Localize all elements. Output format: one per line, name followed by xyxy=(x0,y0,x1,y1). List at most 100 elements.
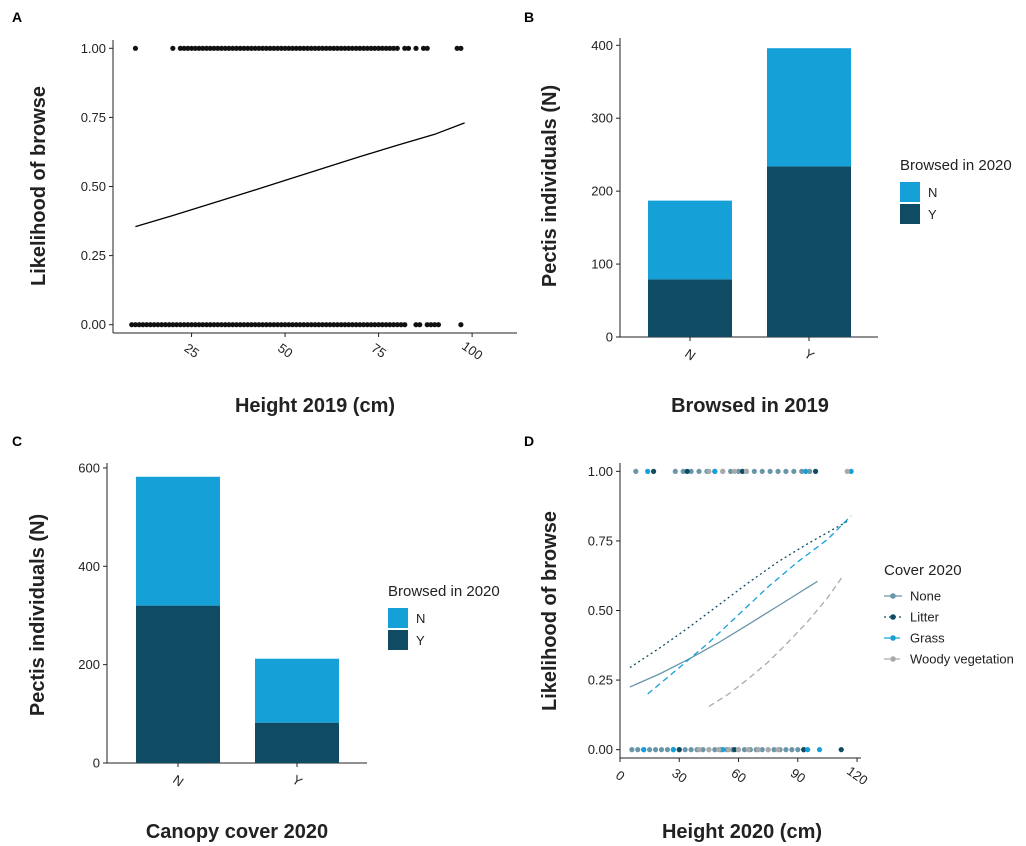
data-point xyxy=(170,45,176,51)
fit-line xyxy=(135,122,465,228)
data-point xyxy=(735,747,742,753)
data-point xyxy=(334,45,341,51)
data-point xyxy=(215,45,221,51)
data-point xyxy=(226,322,232,328)
data-point xyxy=(751,468,757,474)
data-point xyxy=(331,45,337,51)
data-point xyxy=(375,45,382,51)
data-point xyxy=(248,322,255,328)
data-point xyxy=(676,747,682,753)
x-tick-label: 25 xyxy=(182,340,202,361)
panel-letter: C xyxy=(12,433,22,449)
data-point xyxy=(331,322,337,328)
x-axis-title: Browsed in 2019 xyxy=(671,395,829,417)
y-tick-label: 0 xyxy=(606,330,613,345)
data-point xyxy=(162,322,168,328)
data-point xyxy=(413,45,419,51)
data-point xyxy=(297,322,303,328)
data-point xyxy=(241,322,247,328)
data-point xyxy=(211,322,217,328)
data-point xyxy=(203,45,210,51)
legend-label: Grass xyxy=(910,631,945,646)
y-axis-title: Pectis individuals (N) xyxy=(27,514,49,716)
y-tick-label: 1.00 xyxy=(81,41,106,56)
x-axis-title: Canopy cover 2020 xyxy=(146,821,328,843)
data-point xyxy=(394,322,400,328)
data-point xyxy=(230,45,236,51)
data-point xyxy=(357,45,363,51)
data-point xyxy=(765,747,771,753)
data-point xyxy=(789,747,795,753)
data-point xyxy=(726,747,732,753)
data-point xyxy=(775,747,781,753)
x-tick-label: Y xyxy=(801,346,817,363)
bar-segment-N xyxy=(136,476,220,606)
data-point xyxy=(805,747,811,753)
data-point xyxy=(237,45,243,51)
data-point xyxy=(349,45,356,51)
y-tick-label: 1.00 xyxy=(588,464,613,479)
data-point xyxy=(342,45,348,51)
data-point xyxy=(647,747,653,753)
data-point xyxy=(301,322,307,328)
bar-segment-N xyxy=(648,200,732,280)
data-point xyxy=(207,322,213,328)
data-point xyxy=(372,322,378,328)
data-point xyxy=(218,322,225,328)
data-point xyxy=(136,322,142,328)
y-tick-label: 400 xyxy=(78,559,100,574)
data-point xyxy=(720,468,726,474)
data-point xyxy=(454,45,460,51)
x-tick-label: Y xyxy=(289,772,305,789)
legend-title: Browsed in 2020 xyxy=(900,157,1012,174)
data-point xyxy=(297,45,303,51)
data-point xyxy=(706,747,712,753)
data-point xyxy=(658,747,665,753)
data-point xyxy=(413,322,419,328)
data-point xyxy=(672,468,678,474)
legend-swatch xyxy=(900,204,920,224)
data-point xyxy=(293,322,299,328)
data-point xyxy=(308,322,314,328)
data-point xyxy=(361,322,367,328)
x-tick-label: 100 xyxy=(459,338,485,363)
data-point xyxy=(767,468,773,474)
data-point xyxy=(783,468,789,474)
data-point xyxy=(799,468,805,474)
bar-segment-Y xyxy=(648,279,732,337)
x-tick-label: 120 xyxy=(844,763,870,788)
data-point xyxy=(233,322,240,328)
legend-title: Browsed in 2020 xyxy=(388,583,500,600)
legend-label: Y xyxy=(928,207,937,222)
data-point xyxy=(304,322,311,328)
data-point xyxy=(775,468,781,474)
x-tick-label: 30 xyxy=(669,765,689,786)
data-point xyxy=(188,322,195,328)
data-point xyxy=(424,45,430,51)
legend: Browsed in 2020 NY xyxy=(388,583,500,650)
data-point xyxy=(222,322,228,328)
data-point xyxy=(173,322,180,328)
data-point xyxy=(327,322,333,328)
legend: Browsed in 2020 NY xyxy=(900,157,1012,224)
y-axis-title: Likelihood of browse xyxy=(539,511,561,711)
y-tick-label: 0.50 xyxy=(588,603,613,618)
x-tick-label: 50 xyxy=(275,340,295,361)
data-point xyxy=(192,45,198,51)
data-point xyxy=(390,322,397,328)
data-point xyxy=(364,322,370,328)
data-point xyxy=(181,45,187,51)
data-point xyxy=(353,45,359,51)
y-tick-label: 0.75 xyxy=(81,110,106,125)
data-point xyxy=(286,322,292,328)
data-point xyxy=(402,322,408,328)
y-tick-label: 400 xyxy=(591,38,613,53)
data-point xyxy=(349,322,356,328)
bar-segment-N xyxy=(255,658,339,723)
data-point xyxy=(346,45,352,51)
data-point xyxy=(706,468,712,474)
data-point xyxy=(274,322,281,328)
data-point xyxy=(192,322,198,328)
x-tick-label: 75 xyxy=(369,340,389,361)
